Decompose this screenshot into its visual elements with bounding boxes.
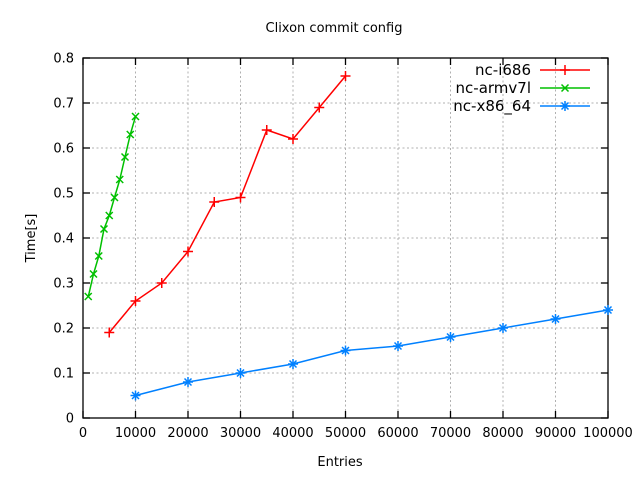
series-point-nc-i686: [156, 278, 167, 288]
series-point-nc-x86_64: [183, 377, 193, 387]
series-point-nc-i686: [104, 327, 115, 338]
x-tick-label-50000: 50000: [325, 426, 366, 441]
y-tick-label-0.7: 0.7: [53, 97, 74, 112]
legend-sample-marker-nc-i686: [560, 65, 570, 75]
series-point-nc-i686: [261, 125, 272, 135]
x-tick-label-20000: 20000: [167, 426, 208, 441]
series-point-nc-armv7l-stroke: [94, 251, 103, 261]
series-point-nc-i686: [183, 246, 193, 257]
y-tick-label-0.6: 0.6: [53, 142, 74, 157]
series-point-nc-armv7l: [94, 251, 103, 261]
series-point-nc-x86_64-stroke: [393, 341, 403, 351]
series-point-nc-armv7l: [89, 269, 98, 279]
series-point-nc-x86_64: [235, 368, 246, 378]
series-point-nc-i686: [288, 134, 298, 144]
series-point-nc-armv7l-stroke: [115, 175, 124, 184]
chart-title: Clixon commit config: [266, 21, 403, 36]
x-tick-label-100000: 100000: [583, 426, 633, 441]
series-line-nc-x86_64: [135, 309, 609, 397]
y-tick-label-0.4: 0.4: [53, 232, 74, 247]
series-point-nc-armv7l-stroke: [131, 112, 140, 121]
series-point-nc-armv7l-stroke: [126, 130, 135, 139]
y-tick-label-0.5: 0.5: [53, 187, 74, 202]
x-tick-label-40000: 40000: [272, 426, 313, 441]
legend-sample-marker-nc-armv7l-stroke: [560, 83, 570, 93]
series-point-nc-armv7l-stroke: [105, 211, 114, 220]
series-point-nc-armv7l: [99, 224, 109, 234]
series-point-nc-x86_64-stroke: [183, 377, 193, 387]
series-point-nc-x86_64-stroke: [131, 391, 140, 400]
y-tick-label-0: 0: [66, 412, 74, 427]
series-point-nc-i686: [340, 71, 351, 81]
legend-sample-marker-nc-armv7l: [560, 83, 570, 93]
x-axis-title: Entries: [317, 455, 363, 470]
series-point-nc-armv7l: [84, 292, 93, 301]
x-tick-label-30000: 30000: [220, 426, 261, 441]
legend-label-nc-i686: nc-i686: [475, 61, 531, 79]
series-point-nc-x86_64: [445, 332, 456, 342]
series-point-nc-armv7l: [120, 152, 130, 162]
series-point-nc-armv7l-stroke: [84, 292, 93, 301]
series-point-nc-i686: [130, 296, 141, 306]
series-point-nc-x86_64-stroke: [236, 368, 245, 378]
y-axis-title: Time[s]: [24, 214, 39, 264]
series-point-nc-armv7l: [131, 112, 140, 121]
series-point-nc-armv7l-stroke: [110, 193, 119, 202]
series-point-nc-x86_64-stroke: [498, 323, 508, 333]
y-tick-label-0.2: 0.2: [53, 322, 74, 337]
series-point-nc-x86_64-stroke: [551, 314, 560, 324]
series-point-nc-i686: [209, 197, 220, 207]
series-point-nc-x86_64: [498, 323, 508, 333]
legend-label-nc-armv7l: nc-armv7l: [456, 79, 531, 97]
plot-border: [82, 57, 609, 419]
series-point-nc-x86_64-stroke: [288, 359, 298, 369]
y-tick-label-0.8: 0.8: [53, 52, 74, 67]
series-point-nc-x86_64: [603, 305, 613, 315]
series-point-nc-i686: [314, 102, 325, 113]
series-point-nc-armv7l-stroke: [99, 224, 109, 234]
x-tick-label-60000: 60000: [377, 426, 418, 441]
y-tick-label-0.3: 0.3: [53, 277, 74, 292]
series-point-nc-x86_64: [130, 390, 141, 401]
series-point-nc-armv7l: [105, 211, 114, 220]
series-point-nc-armv7l-stroke: [120, 152, 130, 162]
series-point-nc-x86_64: [393, 341, 403, 351]
legend-sample-marker-nc-x86_64-stroke: [560, 101, 570, 111]
series-point-nc-x86_64: [340, 345, 351, 356]
series-line-nc-i686: [108, 75, 347, 333]
x-tick-label-10000: 10000: [115, 426, 156, 441]
series-point-nc-armv7l: [110, 193, 119, 202]
series-point-nc-x86_64-stroke: [446, 332, 455, 342]
x-tick-label-70000: 70000: [430, 426, 471, 441]
series-point-nc-x86_64-stroke: [341, 346, 350, 355]
series-point-nc-armv7l: [115, 175, 124, 184]
legend-label-nc-x86_64: nc-x86_64: [453, 97, 531, 116]
series-point-nc-x86_64: [550, 314, 561, 324]
series-point-nc-i686: [235, 192, 246, 203]
y-tick-label-0.1: 0.1: [53, 367, 74, 382]
series-point-nc-x86_64: [288, 359, 298, 369]
series-point-nc-armv7l: [126, 130, 135, 139]
plot-generated-layer: 0 10000 20000 30000 40000 50000 60000 70000 8000…: [53, 52, 633, 442]
series-point-nc-x86_64-stroke: [603, 305, 613, 315]
legend-sample-marker-nc-x86_64: [560, 101, 570, 111]
x-tick-label-90000: 90000: [535, 426, 576, 441]
series-line-nc-armv7l: [87, 116, 137, 297]
x-tick-label-80000: 80000: [482, 426, 523, 441]
series-point-nc-armv7l-stroke: [89, 269, 98, 279]
x-tick-label-0: 0: [79, 426, 87, 441]
